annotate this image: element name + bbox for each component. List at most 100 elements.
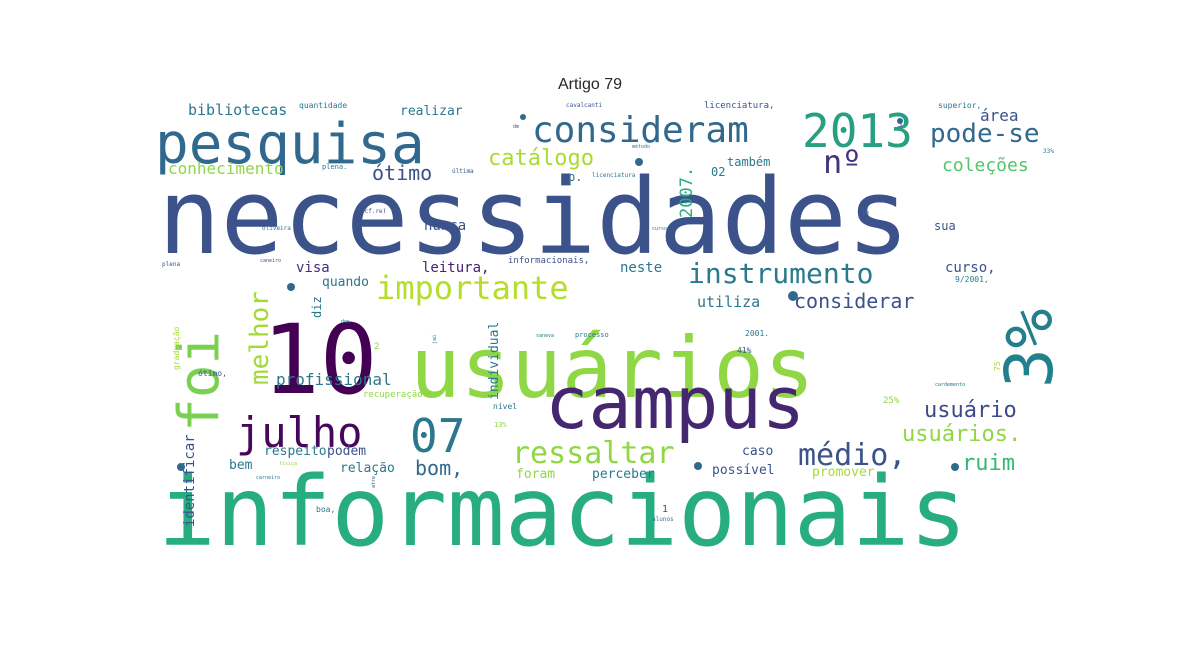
dot-mark bbox=[788, 291, 798, 301]
dot-mark bbox=[520, 114, 526, 120]
word: 1 bbox=[662, 504, 668, 515]
dot-mark bbox=[177, 463, 185, 471]
word: dm bbox=[513, 124, 519, 130]
word: superior, bbox=[938, 101, 981, 110]
dot-mark bbox=[635, 158, 643, 166]
word: 2001. bbox=[745, 329, 769, 338]
word: licenciatura, bbox=[704, 101, 774, 111]
word: ótimo, bbox=[198, 368, 227, 378]
word: informacionais, bbox=[508, 256, 589, 266]
word: alunos bbox=[652, 516, 674, 523]
word: área bbox=[980, 106, 1019, 125]
word: neste bbox=[620, 260, 662, 276]
word: método bbox=[632, 143, 650, 150]
word: usuários bbox=[410, 319, 815, 417]
word: médio, bbox=[798, 438, 906, 473]
word: boa, bbox=[316, 505, 335, 514]
word: atre bbox=[371, 476, 377, 488]
dot-mark bbox=[287, 283, 295, 291]
word: melhor bbox=[245, 291, 275, 385]
word: recuperação. bbox=[363, 390, 428, 400]
word: pesquisa bbox=[155, 112, 425, 177]
word: catálogo bbox=[488, 146, 594, 171]
word: plena. bbox=[322, 163, 347, 171]
word: perceber bbox=[592, 467, 655, 482]
word: cavalcanti bbox=[566, 102, 603, 109]
word: 2007. bbox=[677, 167, 697, 218]
word: graduação bbox=[172, 326, 181, 370]
word: também bbox=[727, 155, 770, 169]
word: conhecimento bbox=[168, 159, 284, 178]
word: sua bbox=[934, 219, 956, 233]
word: individual bbox=[487, 322, 502, 400]
word: plena bbox=[162, 261, 180, 268]
word: curso bbox=[652, 226, 667, 232]
word: visa bbox=[296, 260, 330, 276]
word: profissional bbox=[276, 370, 392, 389]
word: instrumento bbox=[688, 257, 873, 290]
word: oliveira bbox=[262, 225, 291, 232]
dot-mark bbox=[951, 463, 959, 471]
word: campus bbox=[545, 361, 805, 445]
word: caneiro bbox=[260, 258, 281, 264]
word: saneva bbox=[536, 333, 554, 339]
word: 41% bbox=[737, 346, 752, 355]
word: bem bbox=[229, 458, 253, 473]
word: promover bbox=[812, 465, 875, 480]
dot-mark bbox=[694, 462, 702, 470]
word: nº bbox=[823, 143, 862, 181]
word: realizar bbox=[400, 104, 463, 119]
word: jaú bbox=[431, 335, 438, 344]
word: ótimo bbox=[372, 161, 432, 185]
word: carneiro bbox=[256, 475, 280, 481]
word: p. bbox=[568, 170, 582, 184]
word: identificar bbox=[182, 434, 198, 527]
word: informacionais bbox=[158, 456, 967, 568]
word: 9/2001, bbox=[955, 275, 989, 284]
word: podem bbox=[327, 444, 366, 459]
word: foi bbox=[167, 331, 232, 432]
word: 3% bbox=[991, 309, 1068, 388]
word: 2013 bbox=[802, 104, 913, 158]
word: 75 bbox=[993, 361, 1002, 371]
word: bibliotecas bbox=[188, 101, 287, 119]
word: respeito bbox=[264, 444, 327, 459]
word: última bbox=[452, 168, 474, 175]
word: julho bbox=[236, 408, 362, 457]
word: considerar bbox=[794, 289, 914, 313]
word: 33% bbox=[1043, 148, 1054, 155]
word: licenciatura bbox=[592, 172, 636, 179]
word: necessidades bbox=[158, 156, 909, 278]
word: leitura, bbox=[422, 260, 489, 276]
word: (cf.re) bbox=[361, 208, 386, 215]
word: 3 bbox=[897, 120, 902, 130]
word: ressaltar bbox=[512, 436, 675, 471]
word: pode-se bbox=[930, 119, 1040, 149]
word: 2 bbox=[374, 342, 379, 352]
word: 10 bbox=[262, 304, 378, 416]
word: quando bbox=[322, 275, 369, 290]
word: coleções bbox=[942, 155, 1029, 176]
word: utiliza bbox=[697, 293, 760, 311]
word: diz bbox=[310, 296, 324, 318]
chart-title: Artigo 79 bbox=[557, 76, 623, 93]
word: 25% bbox=[883, 396, 900, 406]
word: processo bbox=[575, 331, 609, 339]
word: foram bbox=[516, 467, 555, 482]
word: usuário bbox=[924, 398, 1017, 423]
word: de bbox=[863, 210, 869, 216]
word: dos bbox=[341, 319, 350, 325]
word: física bbox=[279, 460, 297, 467]
word: nunca bbox=[424, 218, 466, 234]
word: usuários. bbox=[902, 422, 1021, 447]
word: possível bbox=[712, 463, 775, 478]
dot-mark bbox=[897, 118, 903, 124]
word: ruim bbox=[962, 451, 1015, 476]
word: quantidade bbox=[299, 101, 347, 110]
word: consideram bbox=[532, 110, 749, 151]
word: cardemento bbox=[935, 382, 965, 388]
word: nível bbox=[493, 402, 517, 411]
word: bom, bbox=[415, 456, 463, 480]
word: caso bbox=[742, 444, 773, 459]
